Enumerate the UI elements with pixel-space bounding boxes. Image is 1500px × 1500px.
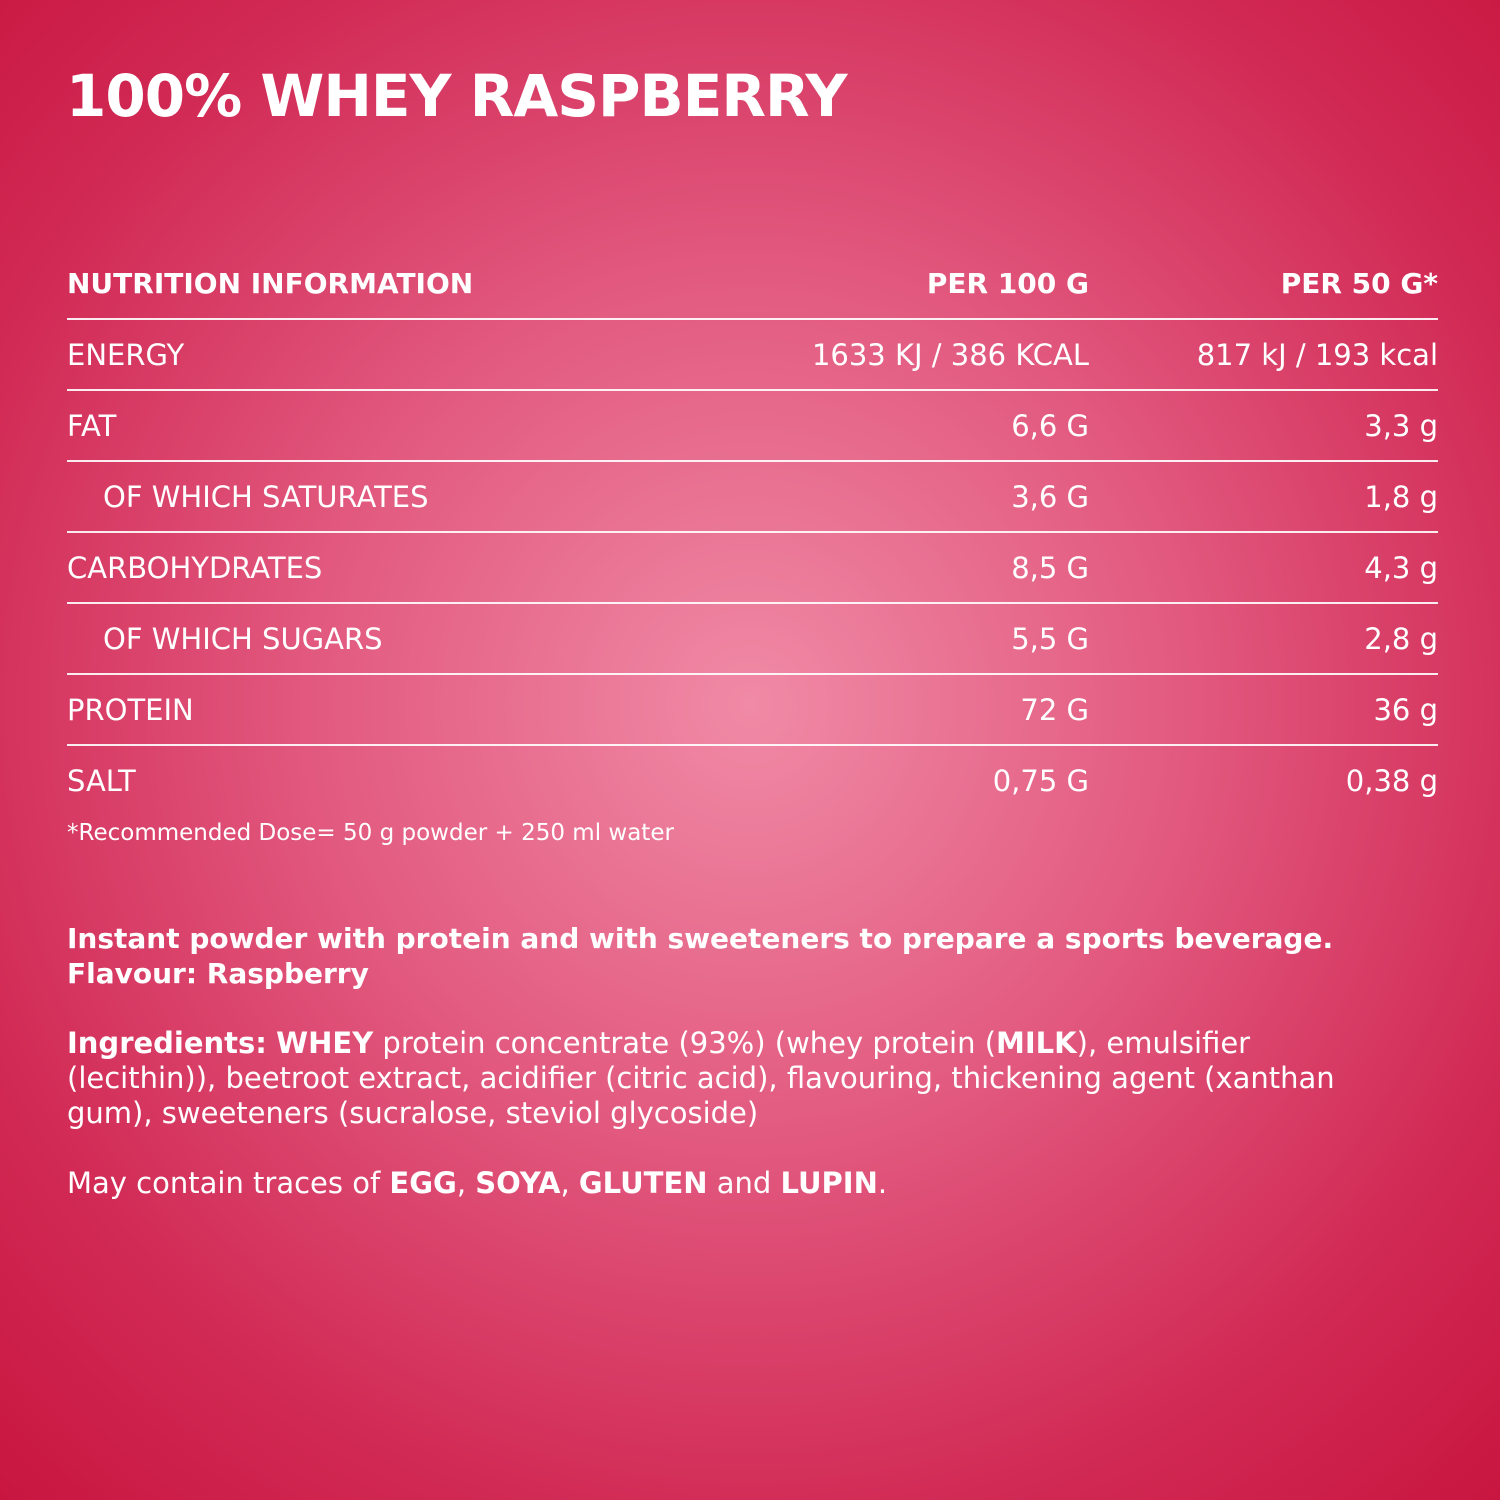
allergen: LUPIN [780, 1166, 878, 1200]
header-cell: PER 100 G [926, 267, 1089, 300]
row-value: 72 G [1020, 692, 1089, 727]
allergen: GLUTEN [578, 1166, 708, 1200]
row-value: 1633 KJ / 386 KCAL [811, 337, 1089, 372]
allergen: WHEY [276, 1026, 374, 1060]
row-value: 0,75 G [992, 763, 1089, 798]
ingredients-text: ), emulsifier (lecithin)), beetroot extr… [67, 1026, 1344, 1130]
row-value: 36 g [1373, 692, 1438, 727]
allergen: EGG [389, 1166, 457, 1200]
row-label: ENERGY [67, 337, 185, 372]
row-value: 5,5 G [1011, 621, 1089, 656]
table-row: OF WHICH SATURATES 3,6 G 1,8 g [67, 461, 1438, 532]
ingredients-label: Ingredients: [67, 1026, 267, 1060]
row-value: 2,8 g [1364, 621, 1438, 656]
row-label: CARBOHYDRATES [67, 550, 323, 585]
allergens-text: , [456, 1166, 476, 1200]
header-cell: NUTRITION INFORMATION [67, 267, 474, 300]
footnote: *Recommended Dose= 50 g powder + 250 ml … [67, 820, 674, 846]
description: Instant powder with protein and with swe… [67, 921, 1467, 991]
allergens-text: , [560, 1166, 579, 1200]
allergen: SOYA [475, 1166, 561, 1200]
row-label: OF WHICH SUGARS [103, 621, 383, 656]
table-row: FAT 6,6 G 3,3 g [67, 390, 1438, 461]
row-label: OF WHICH SATURATES [103, 479, 429, 514]
ingredients: Ingredients: WHEY protein concentrate (9… [67, 1026, 1397, 1131]
title: 100% WHEY RASPBERRY [66, 62, 848, 130]
row-label: PROTEIN [67, 692, 194, 727]
row-label: FAT [67, 408, 117, 443]
row-value: 3,6 G [1011, 479, 1089, 514]
row-value: 817 kJ / 193 kcal [1196, 337, 1438, 372]
allergens-text: and [707, 1166, 781, 1200]
row-value: 4,3 g [1364, 550, 1438, 585]
allergens-text: . [877, 1166, 888, 1200]
allergen: MILK [996, 1026, 1077, 1060]
table-row: ENERGY 1633 KJ / 386 KCAL 817 kJ / 193 k… [67, 319, 1438, 390]
table-row: PROTEIN 72 G 36 g [67, 674, 1438, 745]
header-cell: PER 50 G* [1280, 267, 1438, 300]
row-value: 1,8 g [1364, 479, 1438, 514]
allergens-text: May contain traces of [67, 1166, 390, 1200]
nutrition-table: NUTRITION INFORMATION PER 100 G PER 50 G… [67, 249, 1438, 815]
row-value: 8,5 G [1011, 550, 1089, 585]
table-row: CARBOHYDRATES 8,5 G 4,3 g [67, 532, 1438, 603]
table-row: OF WHICH SUGARS 5,5 G 2,8 g [67, 603, 1438, 674]
row-label: SALT [67, 763, 136, 798]
row-value: 0,38 g [1345, 763, 1438, 798]
ingredients-text [267, 1026, 276, 1060]
table-header: NUTRITION INFORMATION PER 100 G PER 50 G… [67, 249, 1438, 319]
row-value: 3,3 g [1364, 408, 1438, 443]
allergens: May contain traces of EGG, SOYA, GLUTEN … [67, 1166, 887, 1201]
ingredients-text: protein concentrate (93%) (whey protein … [373, 1026, 997, 1060]
table-row: SALT 0,75 G 0,38 g [67, 745, 1438, 815]
description-line: Flavour: Raspberry [67, 957, 369, 990]
description-line: Instant powder with protein and with swe… [67, 922, 1334, 955]
row-value: 6,6 G [1011, 408, 1089, 443]
